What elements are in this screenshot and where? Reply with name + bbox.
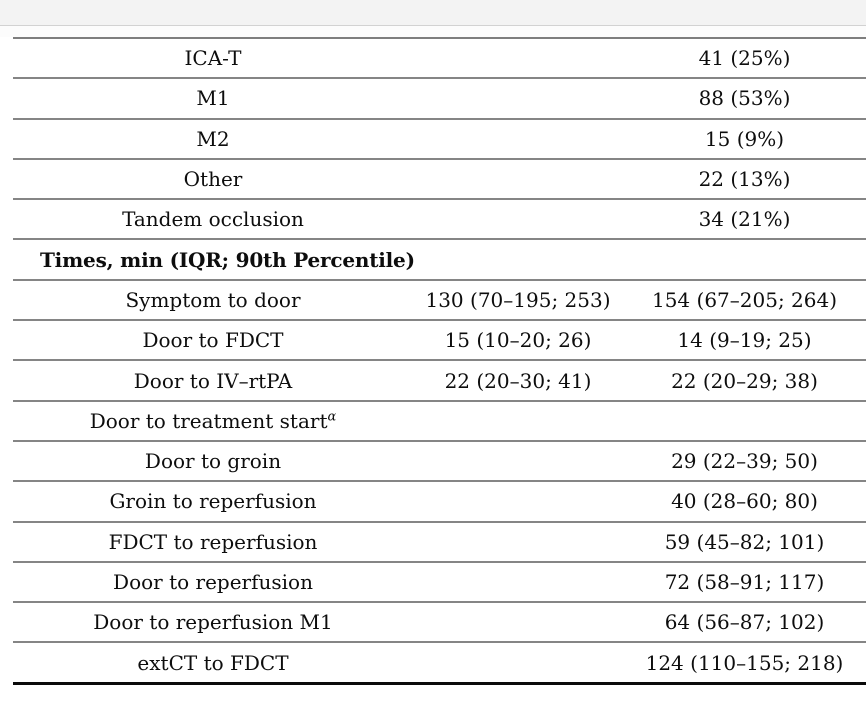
- row-label: Door to groin: [13, 440, 413, 483]
- row-value-mid: [413, 78, 623, 120]
- table-row: FDCT to reperfusion 59 (45–82; 101): [13, 521, 866, 563]
- table-row: Door to IV–rtPA 22 (20–30; 41) 22 (20–29…: [13, 360, 866, 402]
- row-value-right: [623, 400, 866, 442]
- table-row: Door to FDCT 15 (10–20; 26) 14 (9–19; 25…: [13, 320, 866, 362]
- row-value-mid: [413, 481, 623, 523]
- row-value-mid: [413, 400, 623, 442]
- results-table: ICA-T 41 (25%) M1 88 (53%) M2 15 (9%) Ot…: [13, 37, 866, 685]
- row-value-right: 22 (13%): [623, 158, 866, 201]
- row-value-right: 15 (9%): [623, 118, 866, 160]
- row-value-mid: [413, 440, 623, 483]
- row-value-mid: [413, 561, 623, 604]
- row-label: extCT to FDCT: [137, 650, 289, 675]
- footnote-marker-alpha: α: [327, 409, 337, 425]
- table-row: extCT to FDCT 124 (110–155; 218): [13, 642, 866, 683]
- row-label: M2: [13, 118, 413, 160]
- row-label: Door to reperfusion: [13, 561, 413, 604]
- table-row: Door to reperfusion 72 (58–91; 117): [13, 561, 866, 604]
- row-label: Groin to reperfusion: [13, 481, 413, 523]
- row-label: Symptom to door: [13, 279, 413, 322]
- table-row: Other 22 (13%): [13, 158, 866, 201]
- row-label: Door to IV–rtPA: [13, 360, 413, 402]
- table-row: M2 15 (9%): [13, 118, 866, 160]
- row-value-mid: 130 (70–195; 253): [413, 279, 623, 322]
- section-header-label: Times, min (IQR; 90th Percentile): [13, 239, 866, 281]
- row-value-right: 64 (56–87; 102): [623, 602, 866, 644]
- table-row: ICA-T 41 (25%): [13, 38, 866, 80]
- row-label: Door to treatment startα: [13, 400, 413, 442]
- row-label: Other: [13, 158, 413, 201]
- row-label: Door to FDCT: [13, 320, 413, 362]
- table-row: M1 88 (53%): [13, 78, 866, 120]
- row-value-right: 59 (45–82; 101): [623, 521, 866, 563]
- row-value-right: 154 (67–205; 264): [623, 279, 866, 322]
- row-label: Door to reperfusion M1: [13, 602, 413, 644]
- row-value-right: 72 (58–91; 117): [623, 561, 866, 604]
- row-value-mid: [413, 118, 623, 160]
- table-row: Door to groin 29 (22–39; 50): [13, 440, 866, 483]
- row-label: ICA-T: [13, 38, 413, 80]
- table-row: Door to treatment startα: [13, 400, 866, 442]
- table-row: Tandem occlusion 34 (21%): [13, 199, 866, 241]
- table-row: Groin to reperfusion 40 (28–60; 80): [13, 481, 866, 523]
- row-value-right: 40 (28–60; 80): [623, 481, 866, 523]
- row-value-mid: [413, 642, 623, 683]
- row-label: Tandem occlusion: [13, 199, 413, 241]
- row-value-mid: [413, 158, 623, 201]
- page-margin-gap: [0, 26, 866, 37]
- row-value-mid: [413, 199, 623, 241]
- table-row: Symptom to door 130 (70–195; 253) 154 (6…: [13, 279, 866, 322]
- row-label: M1: [13, 78, 413, 120]
- row-value-right: 124 (110–155; 218): [645, 650, 844, 675]
- row-value-right: 88 (53%): [623, 78, 866, 120]
- section-header-row: Times, min (IQR; 90th Percentile): [13, 239, 866, 281]
- row-value-mid: 22 (20–30; 41): [413, 360, 623, 402]
- row-value-mid: [413, 602, 623, 644]
- row-label: FDCT to reperfusion: [13, 521, 413, 563]
- row-value-mid: 15 (10–20; 26): [413, 320, 623, 362]
- page-top-band: [0, 0, 866, 26]
- row-value-mid: [413, 521, 623, 563]
- table-row: Door to reperfusion M1 64 (56–87; 102): [13, 602, 866, 644]
- row-value-right: 34 (21%): [623, 199, 866, 241]
- row-value-right: 29 (22–39; 50): [623, 440, 866, 483]
- row-value-right: 14 (9–19; 25): [623, 320, 866, 362]
- row-value-right: 22 (20–29; 38): [623, 360, 866, 402]
- row-value-mid: [413, 38, 623, 80]
- row-value-right: 41 (25%): [623, 38, 866, 80]
- row-label-text: Door to treatment start: [89, 408, 328, 433]
